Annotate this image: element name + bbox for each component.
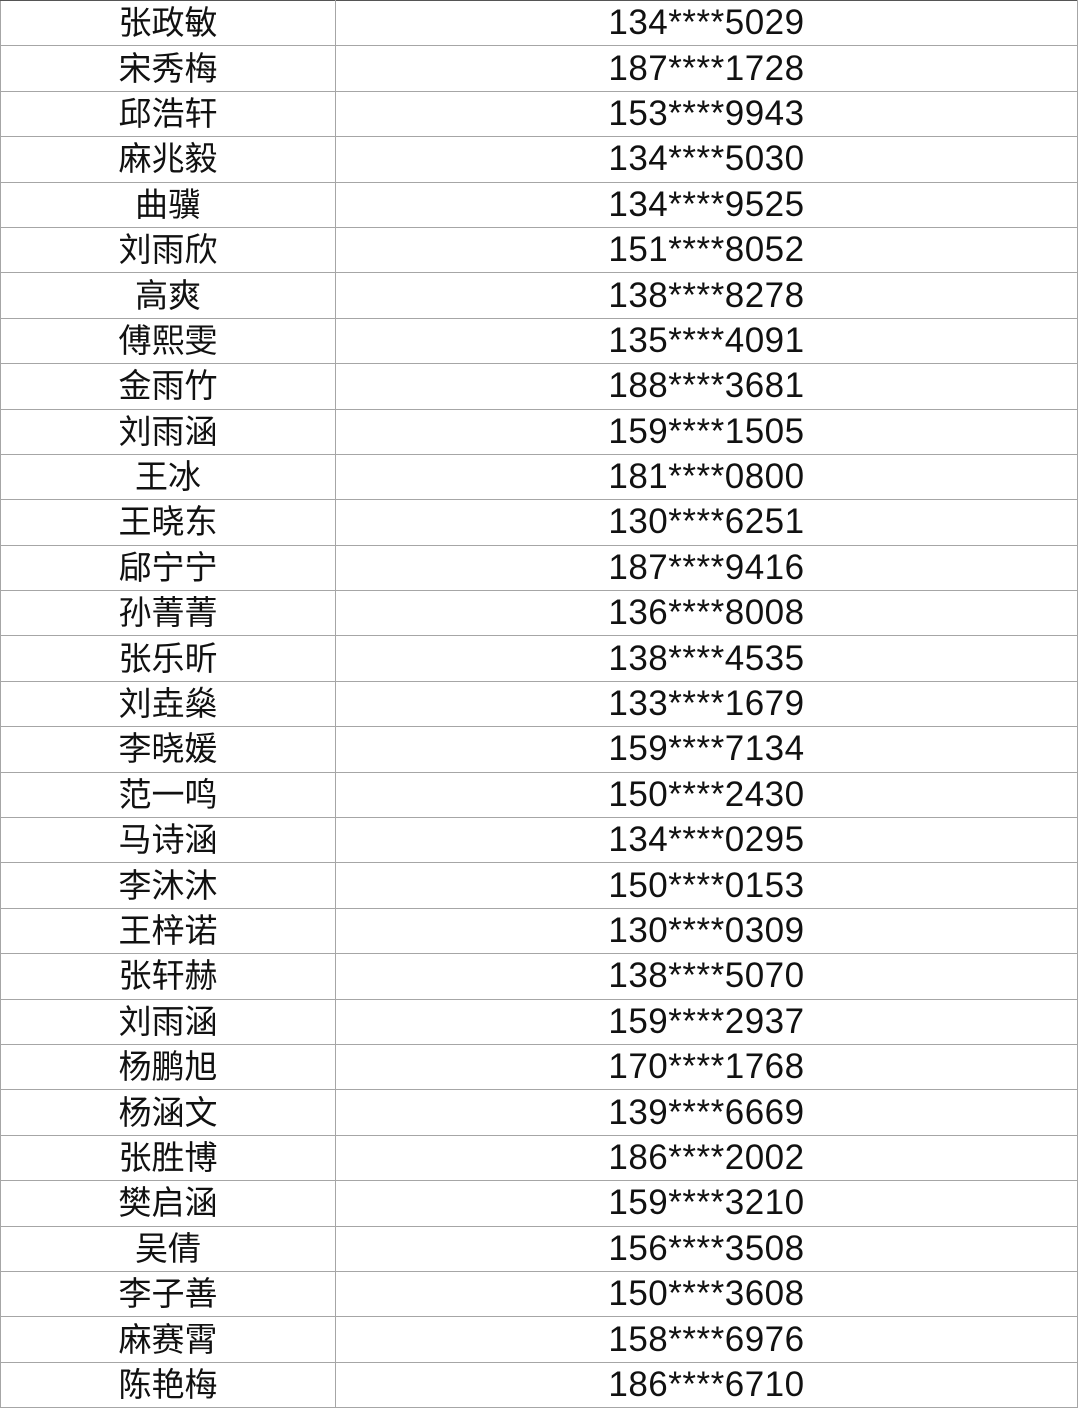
phone-cell: 159****7134 bbox=[335, 726, 1078, 773]
table-row: 樊启涵 159****3210 bbox=[0, 1180, 1078, 1227]
table-row: 李晓媛 159****7134 bbox=[0, 726, 1078, 773]
name-cell: 麻兆毅 bbox=[0, 136, 336, 183]
table-row: 郈宁宁 187****9416 bbox=[0, 544, 1078, 592]
name-cell: 马诗涵 bbox=[0, 817, 336, 864]
phone-cell: 156****3508 bbox=[335, 1225, 1078, 1272]
phone-cell: 134****5030 bbox=[335, 136, 1078, 183]
phone-cell: 135****4091 bbox=[335, 317, 1078, 365]
table-row: 张轩赫 138****5070 bbox=[0, 953, 1078, 1000]
name-cell: 张轩赫 bbox=[0, 953, 336, 1000]
table-row: 麻赛霄 158****6976 bbox=[0, 1316, 1078, 1363]
name-cell: 杨鹏旭 bbox=[0, 1043, 336, 1091]
name-cell: 王晓东 bbox=[0, 499, 336, 546]
name-cell: 刘雨涵 bbox=[0, 998, 336, 1045]
phone-cell: 158****6976 bbox=[335, 1316, 1078, 1363]
table-row: 范一鸣 150****2430 bbox=[0, 771, 1078, 819]
name-cell: 杨涵文 bbox=[0, 1089, 336, 1136]
table-row: 张政敏 134****5029 bbox=[0, 0, 1078, 47]
phone-cell: 170****1768 bbox=[335, 1043, 1078, 1091]
phone-cell: 188****3681 bbox=[335, 363, 1078, 410]
table-row: 孙菁菁 136****8008 bbox=[0, 590, 1078, 637]
table-row: 刘雨涵 159****2937 bbox=[0, 998, 1078, 1045]
phone-cell: 153****9943 bbox=[335, 90, 1078, 138]
table-row: 刘垚燊 133****1679 bbox=[0, 680, 1078, 728]
phone-cell: 159****2937 bbox=[335, 998, 1078, 1045]
table-row: 李子善 150****3608 bbox=[0, 1270, 1078, 1318]
phone-cell: 150****2430 bbox=[335, 771, 1078, 819]
phone-cell: 136****8008 bbox=[335, 590, 1078, 637]
phone-cell: 187****9416 bbox=[335, 544, 1078, 592]
name-cell: 麻赛霄 bbox=[0, 1316, 336, 1363]
phone-cell: 181****0800 bbox=[335, 453, 1078, 501]
phone-cell: 159****1505 bbox=[335, 408, 1078, 455]
name-cell: 傅熙雯 bbox=[0, 317, 336, 365]
table-row: 陈艳梅 186****6710 bbox=[0, 1361, 1078, 1408]
table-row: 刘雨欣 151****8052 bbox=[0, 226, 1078, 274]
table-row: 杨涵文 139****6669 bbox=[0, 1089, 1078, 1136]
phone-cell: 150****0153 bbox=[335, 862, 1078, 909]
table-row: 邱浩轩 153****9943 bbox=[0, 90, 1078, 138]
phone-cell: 130****0309 bbox=[335, 907, 1078, 955]
name-cell: 张政敏 bbox=[0, 0, 336, 47]
name-cell: 宋秀梅 bbox=[0, 45, 336, 92]
name-cell: 张胜博 bbox=[0, 1134, 336, 1182]
name-cell: 张乐昕 bbox=[0, 635, 336, 682]
name-cell: 刘雨涵 bbox=[0, 408, 336, 455]
name-cell: 吴倩 bbox=[0, 1225, 336, 1272]
name-cell: 曲骥 bbox=[0, 181, 336, 228]
table-row: 王冰 181****0800 bbox=[0, 453, 1078, 501]
name-cell: 刘垚燊 bbox=[0, 680, 336, 728]
table-row: 张胜博 186****2002 bbox=[0, 1134, 1078, 1182]
phone-cell: 138****5070 bbox=[335, 953, 1078, 1000]
name-cell: 李沐沐 bbox=[0, 862, 336, 909]
phone-cell: 133****1679 bbox=[335, 680, 1078, 728]
table-row: 刘雨涵 159****1505 bbox=[0, 408, 1078, 455]
phone-cell: 187****1728 bbox=[335, 45, 1078, 92]
name-cell: 李子善 bbox=[0, 1270, 336, 1318]
name-cell: 陈艳梅 bbox=[0, 1361, 336, 1408]
name-cell: 郈宁宁 bbox=[0, 544, 336, 592]
table-row: 曲骥 134****9525 bbox=[0, 181, 1078, 228]
table-row: 高爽 138****8278 bbox=[0, 272, 1078, 319]
phone-cell: 130****6251 bbox=[335, 499, 1078, 546]
name-cell: 金雨竹 bbox=[0, 363, 336, 410]
name-cell: 王冰 bbox=[0, 453, 336, 501]
name-cell: 范一鸣 bbox=[0, 771, 336, 819]
table-row: 王晓东 130****6251 bbox=[0, 499, 1078, 546]
phone-cell: 138****8278 bbox=[335, 272, 1078, 319]
table-row: 王梓诺 130****0309 bbox=[0, 907, 1078, 955]
phone-cell: 150****3608 bbox=[335, 1270, 1078, 1318]
name-cell: 王梓诺 bbox=[0, 907, 336, 955]
table-row: 李沐沐 150****0153 bbox=[0, 862, 1078, 909]
table-row: 吴倩 156****3508 bbox=[0, 1225, 1078, 1272]
table-row: 金雨竹 188****3681 bbox=[0, 363, 1078, 410]
phone-cell: 134****0295 bbox=[335, 817, 1078, 864]
name-cell: 刘雨欣 bbox=[0, 226, 336, 274]
table-row: 麻兆毅 134****5030 bbox=[0, 136, 1078, 183]
phone-cell: 186****2002 bbox=[335, 1134, 1078, 1182]
table-row: 宋秀梅 187****1728 bbox=[0, 45, 1078, 92]
name-cell: 樊启涵 bbox=[0, 1180, 336, 1227]
name-cell: 李晓媛 bbox=[0, 726, 336, 773]
name-cell: 邱浩轩 bbox=[0, 90, 336, 138]
table-row: 马诗涵 134****0295 bbox=[0, 817, 1078, 864]
table-row: 张乐昕 138****4535 bbox=[0, 635, 1078, 682]
phone-cell: 139****6669 bbox=[335, 1089, 1078, 1136]
table-row: 傅熙雯 135****4091 bbox=[0, 317, 1078, 365]
table-row: 杨鹏旭 170****1768 bbox=[0, 1043, 1078, 1091]
phone-cell: 186****6710 bbox=[335, 1361, 1078, 1408]
phone-cell: 134****9525 bbox=[335, 181, 1078, 228]
phone-cell: 138****4535 bbox=[335, 635, 1078, 682]
name-cell: 高爽 bbox=[0, 272, 336, 319]
phone-cell: 151****8052 bbox=[335, 226, 1078, 274]
phone-cell: 134****5029 bbox=[335, 0, 1078, 47]
phone-cell: 159****3210 bbox=[335, 1180, 1078, 1227]
name-cell: 孙菁菁 bbox=[0, 590, 336, 637]
